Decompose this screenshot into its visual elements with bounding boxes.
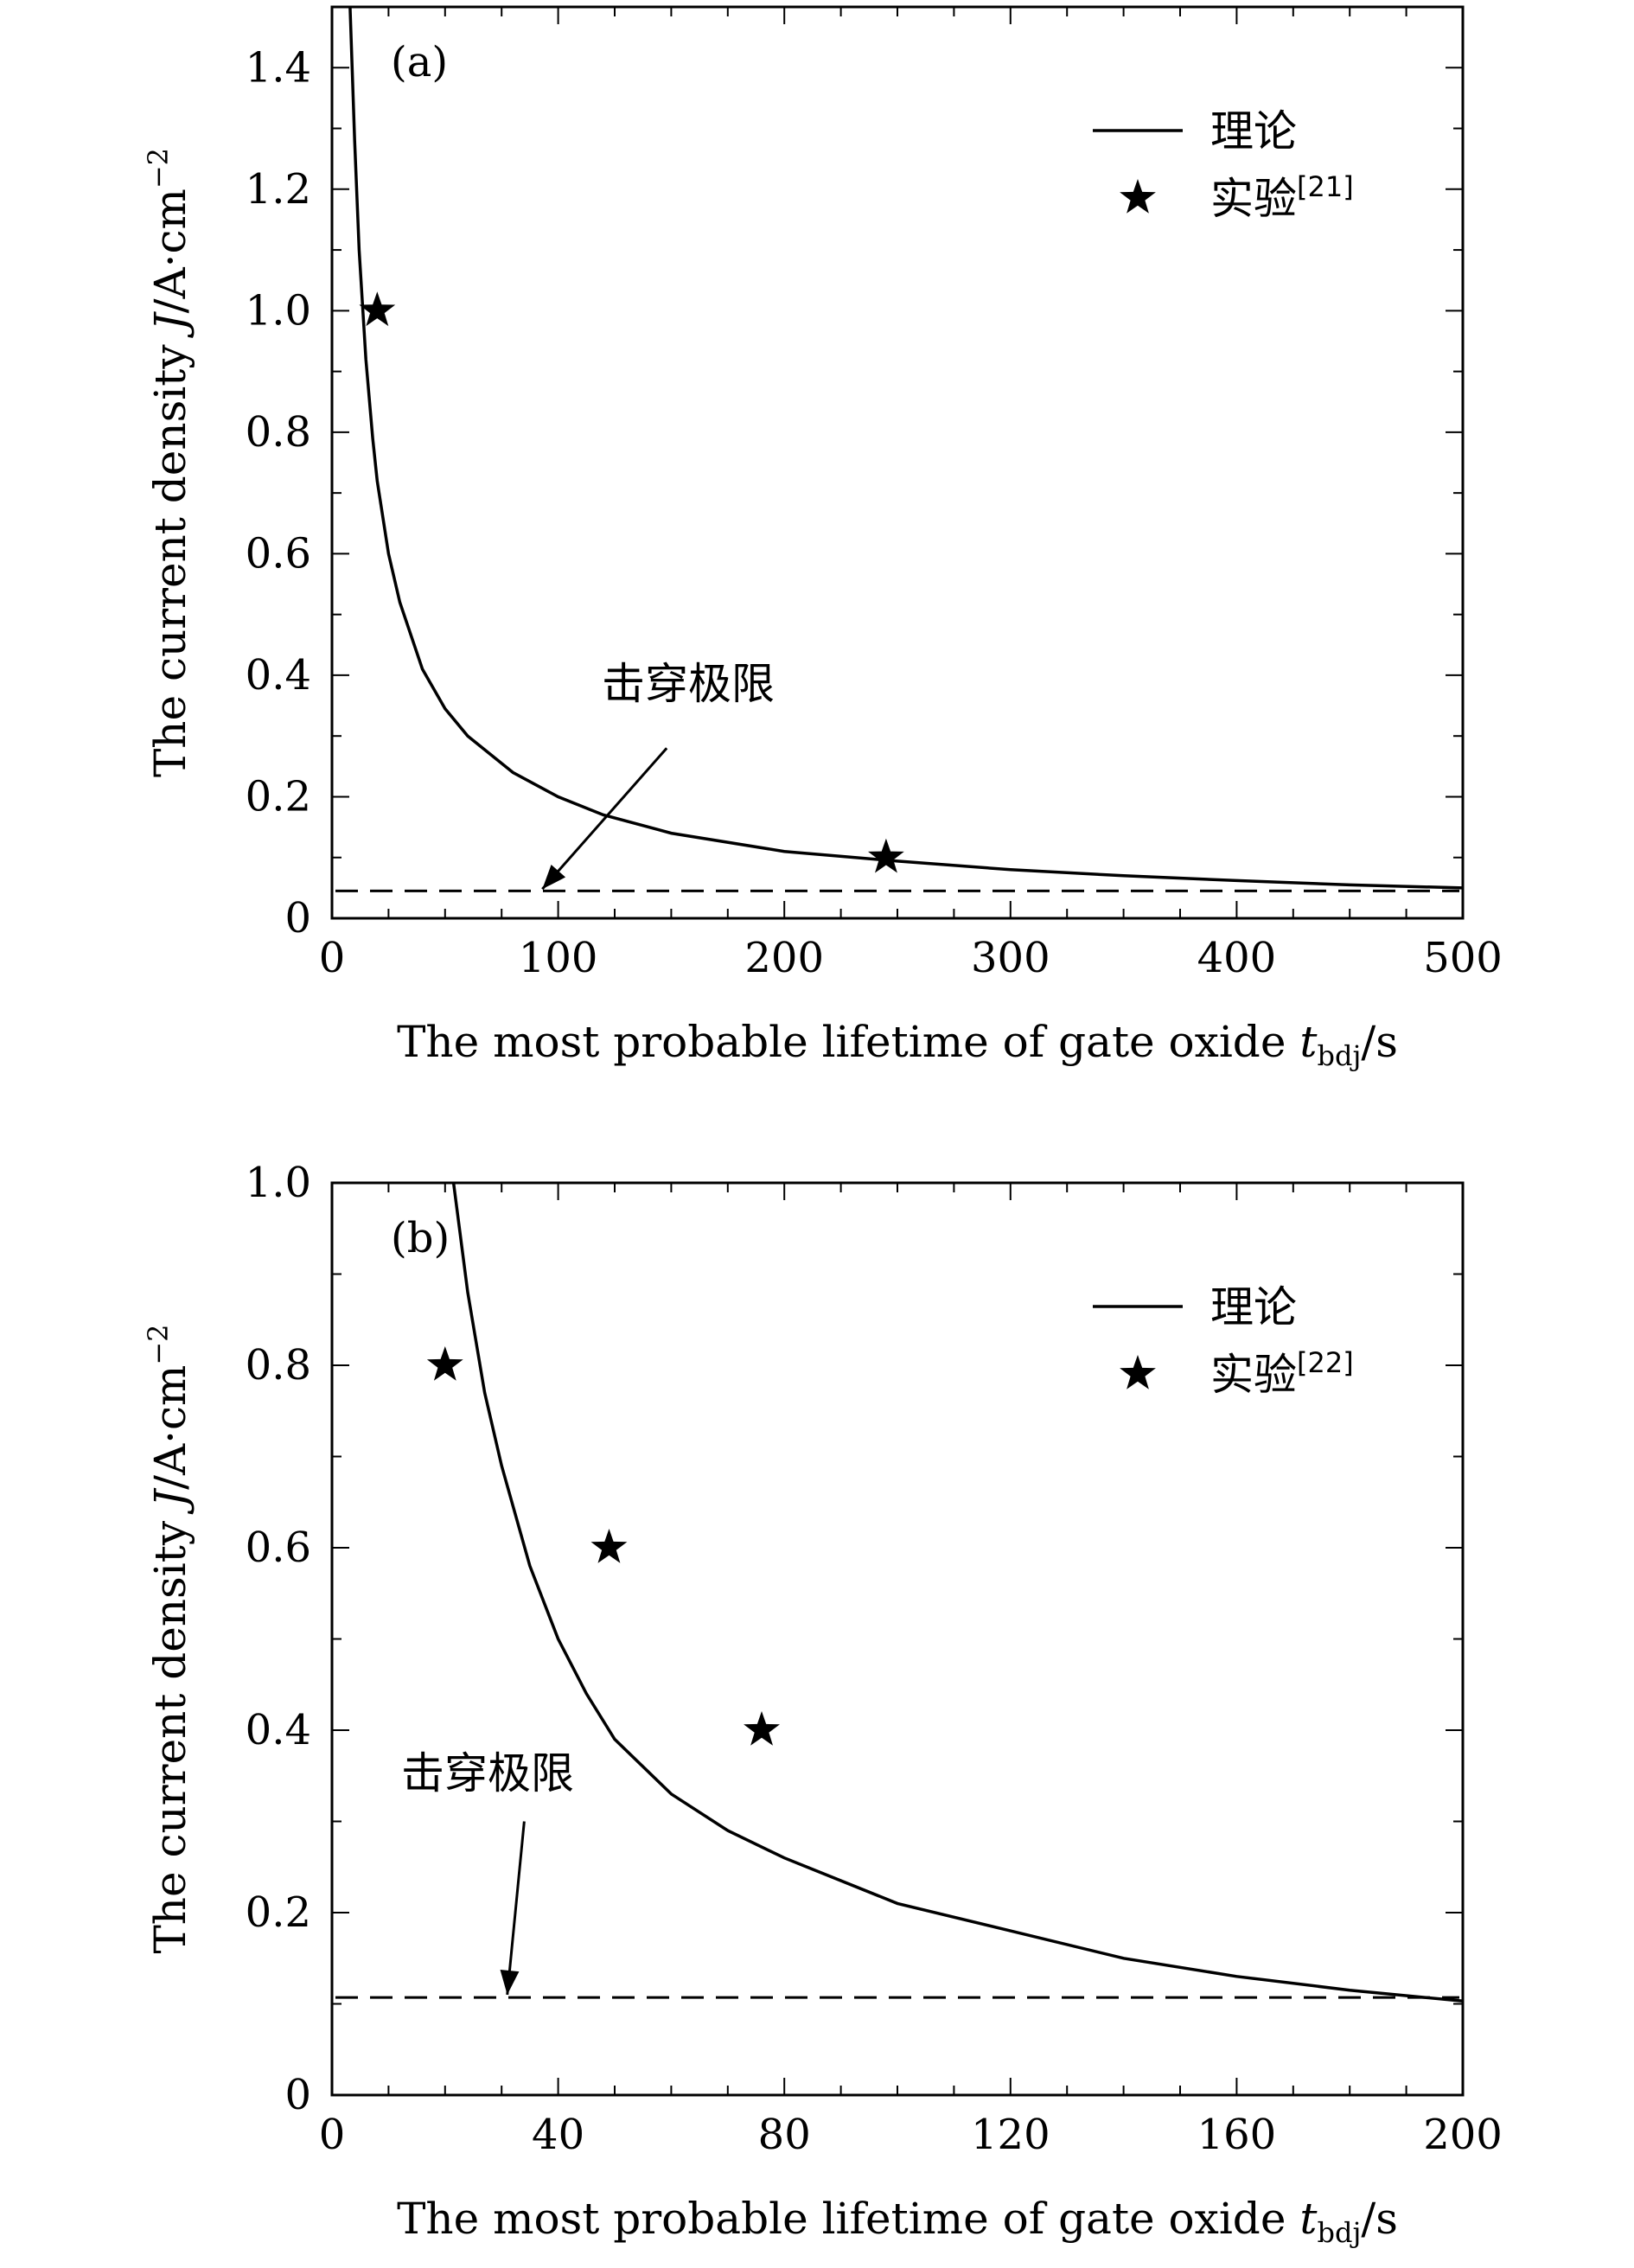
y-tick-label: 0.2 bbox=[246, 1888, 311, 1937]
x-axis-label: The most probable lifetime of gate oxide… bbox=[397, 2194, 1398, 2249]
breakdown-limit-label: 击穿极限 bbox=[401, 1748, 574, 1798]
y-tick-label: 1.4 bbox=[246, 43, 311, 92]
x-tick-label: 40 bbox=[532, 2111, 584, 2159]
x-axis-label: The most probable lifetime of gate oxide… bbox=[397, 1017, 1398, 1072]
y-tick-label: 0.2 bbox=[246, 772, 311, 821]
x-tick-label: 160 bbox=[1197, 2111, 1277, 2159]
y-tick-label: 0.8 bbox=[246, 408, 311, 457]
x-tick-label: 200 bbox=[744, 934, 824, 982]
y-axis-label: The current densityJ/A·cm−2 bbox=[142, 148, 195, 777]
experiment-star-marker bbox=[426, 1346, 463, 1381]
legend-label-theory: 理论 bbox=[1210, 106, 1297, 157]
breakdown-limit-label: 击穿极限 bbox=[602, 659, 775, 709]
y-tick-label: 0 bbox=[284, 894, 311, 942]
y-tick-label: 1.2 bbox=[246, 165, 311, 214]
x-tick-label: 80 bbox=[758, 2111, 811, 2159]
y-axis-label: The current densityJ/A·cm−2 bbox=[142, 1324, 195, 1953]
plot-area bbox=[348, 7, 1463, 890]
x-tick-label: 200 bbox=[1423, 2111, 1503, 2159]
legend-star-swatch bbox=[1120, 179, 1156, 214]
x-tick-label: 500 bbox=[1423, 934, 1503, 982]
y-tick-label: 1.0 bbox=[246, 286, 311, 335]
plot-area bbox=[426, 1183, 1463, 2003]
annotation-arrow-head bbox=[542, 865, 566, 890]
x-tick-label: 400 bbox=[1197, 934, 1277, 982]
experiment-star-marker bbox=[359, 291, 396, 327]
theory-curve bbox=[451, 1183, 1463, 2003]
y-tick-label: 0.4 bbox=[246, 651, 311, 700]
chart-panel-b: 0 40 80 120 160 200 0 0.2 0.4 0.6 0.8 1.0 The most p… bbox=[142, 1159, 1503, 2249]
experiment-star-marker bbox=[590, 1529, 628, 1563]
y-tick-label: 1.0 bbox=[246, 1159, 311, 1207]
annotation-arrow-shaft bbox=[506, 1821, 526, 1996]
y-tick-label: 0.6 bbox=[246, 529, 311, 578]
annotation-arrow-shaft bbox=[541, 747, 668, 891]
chart-panel-a: 0 100 200 300 400 500 0 0.2 0.4 0.6 0.8 1.0 1.2 1.4 Th… bbox=[142, 5, 1503, 1072]
experiment-star-marker bbox=[868, 838, 904, 873]
legend-label-experiment: 实验[21] bbox=[1210, 170, 1354, 224]
x-tick-label: 300 bbox=[971, 934, 1050, 982]
x-tick-label: 0 bbox=[319, 2111, 346, 2159]
y-tick-label: 0.8 bbox=[246, 1341, 311, 1390]
x-tick-label: 0 bbox=[319, 934, 346, 982]
legend-label-experiment: 实验[22] bbox=[1210, 1346, 1354, 1400]
y-tick-label: 0.4 bbox=[246, 1706, 311, 1754]
annotation-arrow-head bbox=[500, 1970, 520, 1995]
legend-star-swatch bbox=[1120, 1355, 1156, 1390]
experiment-star-marker bbox=[744, 1711, 780, 1746]
panel-label: (b) bbox=[391, 1214, 450, 1262]
y-tick-label: 0.6 bbox=[246, 1524, 311, 1572]
x-tick-label: 120 bbox=[971, 2111, 1050, 2159]
y-tick-label: 0 bbox=[284, 2071, 311, 2119]
legend-label-theory: 理论 bbox=[1210, 1282, 1297, 1332]
panel-label: (a) bbox=[391, 38, 448, 86]
theory-curve bbox=[348, 7, 1463, 890]
x-tick-label: 100 bbox=[519, 934, 598, 982]
